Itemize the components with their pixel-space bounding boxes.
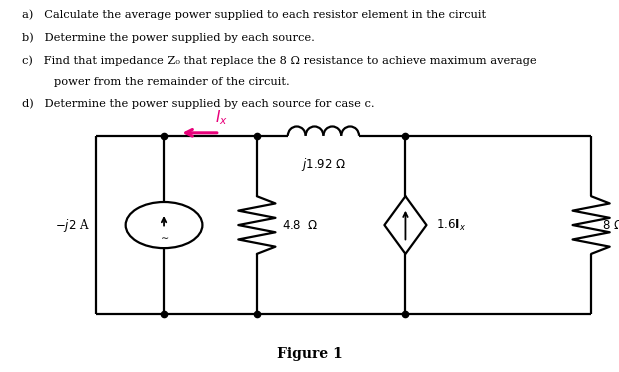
Text: $-j2$ A: $-j2$ A [55,217,90,234]
Text: $\mathit{I}_x$: $\mathit{I}_x$ [215,109,228,127]
Text: $8\ \Omega$: $8\ \Omega$ [602,219,619,231]
Text: $\sim$: $\sim$ [158,231,170,241]
Text: $1.6\mathbf{I}_x$: $1.6\mathbf{I}_x$ [436,218,466,232]
Text: b)   Determine the power supplied by each source.: b) Determine the power supplied by each … [22,32,314,43]
Text: Figure 1: Figure 1 [277,347,342,361]
Text: $4.8\ \ \Omega$: $4.8\ \ \Omega$ [282,219,318,231]
Text: a)   Calculate the average power supplied to each resistor element in the circui: a) Calculate the average power supplied … [22,9,486,20]
Text: power from the remainder of the circuit.: power from the remainder of the circuit. [54,77,290,87]
Text: $j1.92\ \Omega$: $j1.92\ \Omega$ [301,156,346,173]
Text: c)   Find that impedance Z₀ that replace the 8 Ω resistance to achieve maximum a: c) Find that impedance Z₀ that replace t… [22,55,536,66]
Text: d)   Determine the power supplied by each source for case c.: d) Determine the power supplied by each … [22,99,374,109]
